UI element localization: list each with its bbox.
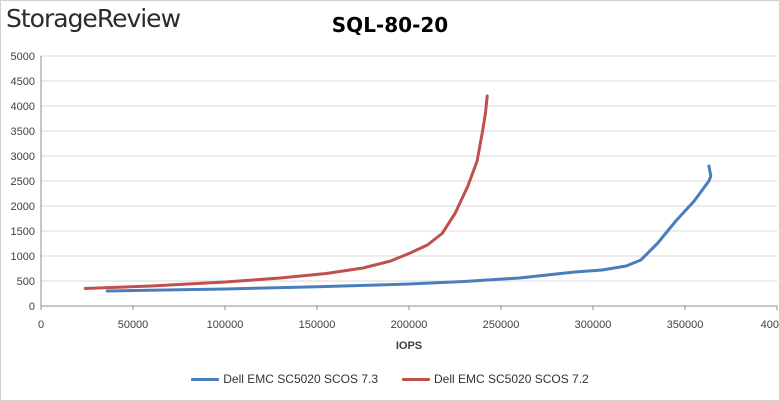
y-tick-label: 1000 xyxy=(11,251,35,263)
legend-item-1: Dell EMC SC5020 SCOS 7.3 xyxy=(191,372,378,386)
x-tick-label: 350000 xyxy=(667,319,704,331)
legend-item-2: Dell EMC SC5020 SCOS 7.2 xyxy=(402,372,589,386)
series-line-2 xyxy=(83,94,489,290)
legend-swatch xyxy=(402,377,430,381)
y-tick-label: 0 xyxy=(29,301,35,313)
legend-label: Dell EMC SC5020 SCOS 7.2 xyxy=(434,372,589,386)
y-tick-label: 1500 xyxy=(11,226,35,238)
chart-legend: Dell EMC SC5020 SCOS 7.3 Dell EMC SC5020 … xyxy=(0,372,780,386)
series-line-1 xyxy=(105,164,713,293)
x-tick-label: 150000 xyxy=(299,319,336,331)
x-tick-label: 0 xyxy=(38,319,44,331)
x-tick-label: 50000 xyxy=(118,319,149,331)
y-tick-label: 500 xyxy=(17,276,35,288)
chart-title: SQL-80-20 xyxy=(331,13,449,37)
y-tick-label: 3000 xyxy=(11,151,35,163)
x-tick-label: 250000 xyxy=(483,319,520,331)
legend-swatch xyxy=(191,377,220,381)
x-tick-label: 200000 xyxy=(391,319,428,331)
y-tick-label: 3500 xyxy=(11,126,35,138)
y-tick-label: 2000 xyxy=(11,201,35,213)
y-tick-label: 2500 xyxy=(11,176,35,188)
x-tick-label: 400 xyxy=(761,319,779,331)
x-tick-label: 100000 xyxy=(207,319,244,331)
y-tick-label: 5000 xyxy=(11,51,35,63)
y-tick-label: 4000 xyxy=(11,101,35,113)
x-axis-title: IOPS xyxy=(396,340,422,352)
y-tick-label: 4500 xyxy=(11,76,35,88)
storagereview-logo: StorageReview xyxy=(6,4,181,33)
x-tick-label: 300000 xyxy=(575,319,612,331)
legend-label: Dell EMC SC5020 SCOS 7.3 xyxy=(223,372,378,386)
